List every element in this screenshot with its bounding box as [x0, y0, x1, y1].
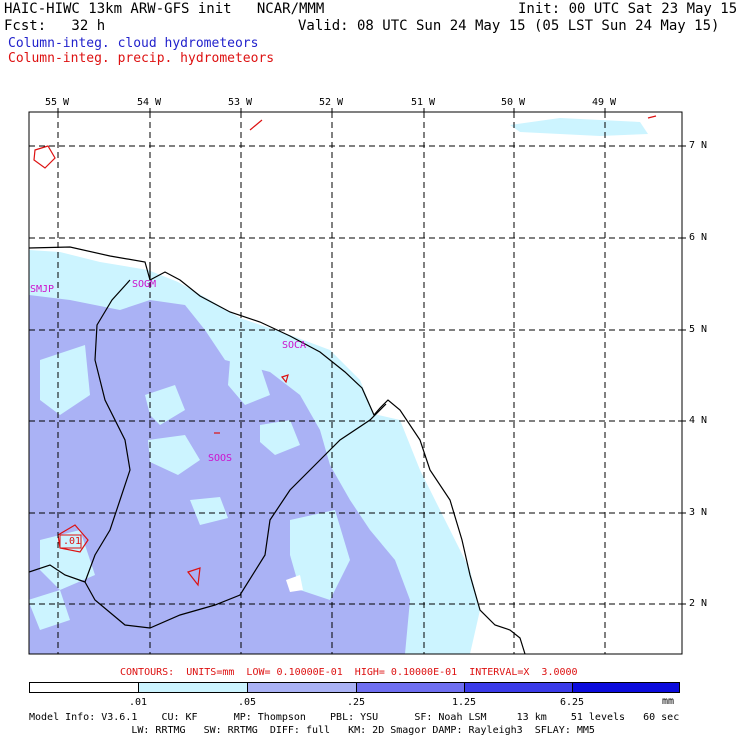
legend-cloud: Column-integ. cloud hydrometeors — [8, 36, 259, 51]
lat-lon-grid — [29, 112, 682, 654]
legend-precip: Column-integ. precip. hydrometeors — [8, 51, 275, 66]
lat-label-2n: 2 N — [689, 598, 708, 609]
station-smjp: SMJP — [30, 284, 55, 295]
station-soos: SOOS — [208, 453, 233, 464]
colorbar-swatch-4 — [464, 682, 573, 693]
colorbar-swatch-5 — [572, 682, 680, 693]
colorbar-label-005: .05 — [237, 697, 257, 708]
station-soca: SOCA — [282, 340, 307, 351]
colorbar-swatch-0 — [29, 682, 139, 693]
station-sogm: SOGM — [132, 279, 157, 290]
lon-label-55w: 55 W — [45, 97, 70, 108]
model-info-line2: LW: RRTMG SW: RRTMG DIFF: full KM: 2D Sm… — [29, 725, 595, 736]
colorbar-label-025: .25 — [346, 697, 366, 708]
lon-label-49w: 49 W — [592, 97, 617, 108]
forecast-hour: Fcst: 32 h — [4, 18, 106, 34]
colorbar-swatch-2 — [247, 682, 357, 693]
lat-label-6n: 6 N — [689, 232, 708, 243]
colorbar-swatch-3 — [356, 682, 465, 693]
colorbar-swatch-1 — [138, 682, 248, 693]
lat-label-3n: 3 N — [689, 507, 708, 518]
colorbar-label-125: 1.25 — [451, 697, 477, 708]
lon-label-53w: 53 W — [228, 97, 253, 108]
lat-label-7n: 7 N — [689, 140, 708, 151]
map-frame — [28, 111, 683, 655]
lat-label-4n: 4 N — [689, 415, 708, 426]
map-title: HAIC-HIWC 13km ARW-GFS init NCAR/MMM — [4, 1, 325, 17]
valid-time: Valid: 08 UTC Sun 24 May 15 (05 LST Sun … — [298, 18, 720, 34]
colorbar-label-625: 6.25 — [559, 697, 585, 708]
axis-ticks — [57, 108, 686, 605]
lon-label-51w: 51 W — [411, 97, 436, 108]
colorbar-unit: mm — [662, 696, 675, 707]
colorbar-label-001: .01 — [128, 697, 148, 708]
lon-label-50w: 50 W — [501, 97, 526, 108]
contour-label-box — [59, 534, 82, 549]
hydrometeor-field — [29, 118, 648, 654]
lat-label-5n: 5 N — [689, 324, 708, 335]
lon-label-52w: 52 W — [319, 97, 344, 108]
lon-label-54w: 54 W — [137, 97, 162, 108]
model-info-line1: Model Info: V3.6.1 CU: KF MP: Thompson P… — [29, 712, 680, 723]
contours-info: CONTOURS: UNITS=mm LOW= 0.10000E-01 HIGH… — [120, 667, 578, 678]
init-time: Init: 00 UTC Sat 23 May 15 — [518, 1, 738, 17]
contour-value-label: .01 — [63, 536, 82, 547]
